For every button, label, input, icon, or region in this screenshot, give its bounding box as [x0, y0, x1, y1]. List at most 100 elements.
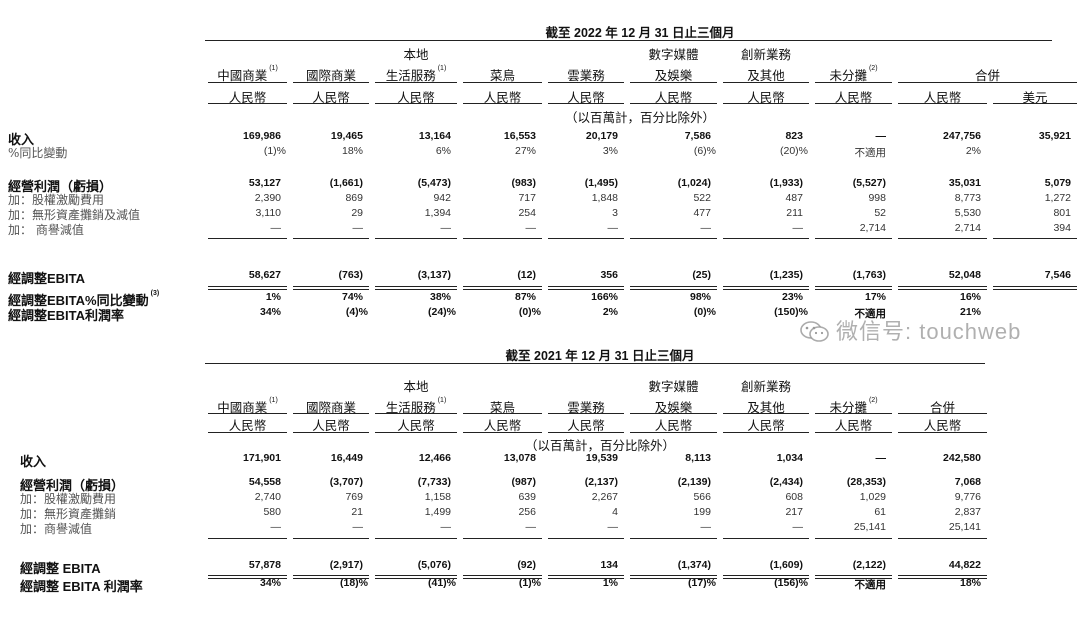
table-cell: 7,068 — [954, 476, 981, 488]
currency-label: 人民幣 — [228, 419, 267, 433]
subtotal-rule — [723, 238, 809, 239]
currency-label: 人民幣 — [567, 419, 605, 433]
currency-underline — [630, 103, 717, 104]
subtotal-rule — [208, 538, 287, 539]
table-cell: 2% — [965, 145, 981, 157]
column-header: 國際商業 — [290, 65, 372, 84]
total-double-rule — [993, 286, 1077, 290]
table-cell: 19,465 — [330, 130, 363, 142]
row-label: 收入 — [20, 451, 46, 470]
column-header: 未分攤(2) — [812, 397, 895, 416]
table-cell: 98% — [689, 291, 711, 303]
currency-label: 人民幣 — [747, 419, 785, 433]
table-cell: 2,267 — [591, 491, 618, 503]
table-cell: 27% — [514, 145, 536, 157]
table-cell: 566 — [693, 491, 711, 503]
table-title: 截至 2022 年 12 月 31 日止三個月 — [545, 26, 735, 40]
table-cell: 1% — [265, 291, 281, 303]
currency-underline — [375, 103, 457, 104]
currency-label: 人民幣 — [923, 419, 962, 433]
header-underline — [898, 82, 1077, 83]
currency-underline — [375, 432, 457, 433]
table-cell: 8,113 — [685, 452, 711, 464]
table-cell: (156)% — [774, 577, 808, 589]
row-label-text: 加：股權激勵費用 — [8, 193, 105, 207]
column-name: 及娛樂 — [654, 401, 693, 415]
subtotal-rule — [993, 238, 1077, 239]
table-cell: 522 — [693, 192, 711, 204]
subtotal-rule — [815, 238, 892, 239]
table-cell: 35,921 — [1038, 130, 1071, 142]
footnote-ref: (1) — [269, 397, 278, 404]
row-label: 加： 商譽減值 — [8, 221, 84, 238]
currency-underline — [208, 103, 287, 104]
table-cell: (17)% — [687, 577, 716, 589]
row-label: 加：股權激勵費用 — [20, 490, 116, 507]
table-cell: 21% — [959, 306, 981, 318]
table-cell: 4 — [612, 506, 618, 518]
column-header: 未分攤(2) — [812, 65, 895, 84]
table-cell: 7,546 — [1044, 269, 1071, 281]
total-double-rule — [293, 286, 369, 290]
column-name: 國際商業 — [305, 69, 356, 83]
combined-header: 合併 — [929, 401, 955, 415]
header-underline — [548, 82, 624, 83]
table-cell: 171,901 — [243, 452, 281, 464]
column-name: 生活服務 — [385, 401, 436, 415]
currency-label: 人民幣 — [654, 91, 693, 105]
row-label: 經調整EBITA%同比變動 (3) — [8, 290, 159, 309]
currency-underline — [898, 432, 987, 433]
row-label-text: 經調整EBITA — [8, 271, 86, 286]
table-cell: 487 — [785, 192, 803, 204]
currency-underline — [463, 432, 542, 433]
table-cell: 13,164 — [418, 130, 451, 142]
currency-underline — [898, 103, 987, 104]
column-name: 中國商業 — [217, 401, 268, 415]
table-cell: 34% — [259, 306, 281, 318]
subtotal-rule — [293, 238, 369, 239]
table-cell: (1,763) — [852, 269, 886, 281]
table-cell: 12,466 — [418, 452, 451, 464]
table-cell: 580 — [263, 506, 281, 518]
header-underline — [723, 413, 809, 414]
table-cell: 3 — [612, 207, 618, 219]
subtotal-rule — [815, 538, 892, 539]
total-double-rule — [293, 575, 369, 579]
row-label: 經營利潤（虧損） — [8, 176, 112, 195]
table-cell: 477 — [693, 207, 711, 219]
row-label: 經調整EBITA — [8, 268, 85, 287]
footnote-ref: (1) — [437, 65, 447, 72]
table-cell: 38% — [429, 291, 451, 303]
currency-underline — [815, 103, 892, 104]
table-cell: 6% — [435, 145, 451, 157]
table-cell: (24)% — [427, 306, 456, 318]
total-double-rule — [375, 575, 457, 579]
wechat-icon — [800, 320, 830, 344]
table-cell: 17% — [864, 291, 886, 303]
column-header: 及其他 — [720, 65, 812, 84]
table-cell: — — [700, 521, 712, 533]
currency-label: 人民幣 — [747, 91, 785, 105]
table-cell: — — [875, 130, 887, 142]
header-underline — [630, 413, 717, 414]
column-name: 雲業務 — [567, 401, 605, 415]
total-double-rule — [208, 286, 287, 290]
table-cell: (2,122) — [852, 559, 886, 571]
table-cell: 1,848 — [591, 192, 618, 204]
currency-label: 人民幣 — [397, 419, 435, 433]
column-name: 生活服務 — [385, 69, 436, 83]
currency-label: 人民幣 — [483, 91, 522, 105]
table-cell: 1,394 — [424, 207, 451, 219]
currency-underline — [548, 432, 624, 433]
table-cell: 3% — [602, 145, 618, 157]
table-cell: (92) — [517, 559, 536, 571]
table-cell: 25,141 — [948, 521, 981, 533]
currency-label: 人民幣 — [654, 419, 693, 433]
column-header: 及其他 — [720, 397, 812, 416]
table-cell: 608 — [785, 491, 803, 503]
column-name: 未分攤 — [829, 401, 867, 415]
subtotal-rule — [630, 538, 717, 539]
column-name: 未分攤 — [829, 69, 867, 83]
table-cell: 19,539 — [585, 452, 618, 464]
table-cell: — — [875, 452, 887, 464]
